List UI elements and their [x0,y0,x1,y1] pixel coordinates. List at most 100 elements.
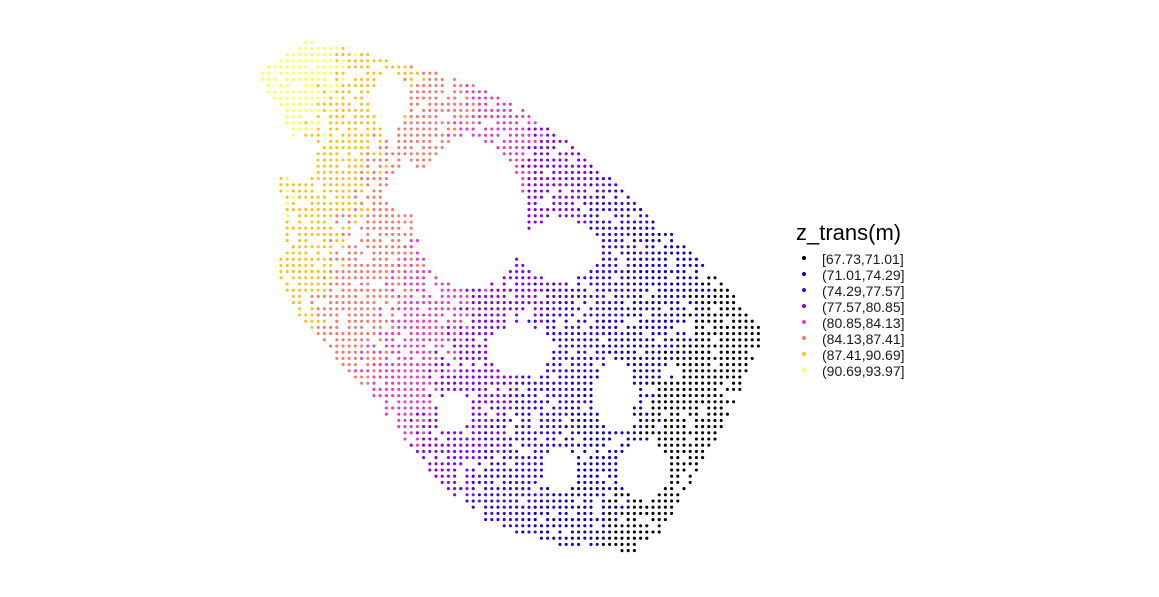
data-point [415,71,419,75]
data-point [583,511,587,515]
data-point [527,499,531,503]
data-point [707,431,711,435]
data-point [397,387,401,391]
data-point [508,394,512,398]
data-point [366,232,370,236]
data-point [341,301,345,305]
data-point [564,443,568,447]
data-point [409,369,413,373]
data-point [353,288,357,292]
data-point [335,350,339,354]
data-point [639,220,643,224]
data-point [403,220,407,224]
data-point [688,344,692,348]
data-point [304,214,308,218]
data-point [626,499,630,503]
data-point [738,350,742,354]
data-point [595,201,599,205]
data-point [577,406,581,410]
data-point [391,170,395,174]
data-point [465,381,469,385]
data-point [316,257,320,261]
data-point [477,313,481,317]
data-point [298,127,302,131]
data-point [459,431,463,435]
data-point [453,102,457,106]
data-point [601,307,605,311]
data-point [651,499,655,503]
data-point [694,356,698,360]
data-point [477,443,481,447]
data-point [477,356,481,360]
data-point [546,288,550,292]
data-point [645,418,649,422]
data-point [570,400,574,404]
data-point [558,164,562,168]
data-point [316,214,320,218]
data-point [397,164,401,168]
data-point [595,338,599,342]
data-point [552,170,556,174]
data-point [707,400,711,404]
data-point [713,431,717,435]
data-point [558,177,562,181]
data-point [744,344,748,348]
data-point [298,232,302,236]
data-point [688,456,692,460]
data-point [446,456,450,460]
data-point [384,226,388,230]
data-point [527,208,531,212]
data-point [490,431,494,435]
data-point [440,387,444,391]
data-point [484,338,488,342]
data-point [670,319,674,323]
data-point [484,449,488,453]
data-point [756,338,760,342]
data-point [515,431,519,435]
data-point [515,518,519,522]
data-point [657,276,661,280]
data-point [409,375,413,379]
data-point [446,462,450,466]
data-point [589,226,593,230]
data-point [353,133,357,137]
data-point [298,270,302,274]
data-point [719,418,723,422]
data-point [533,499,537,503]
data-point [670,325,674,329]
data-point [738,381,742,385]
data-point [428,90,432,94]
data-point [477,294,481,298]
data-point [639,406,643,410]
data-point [341,115,345,119]
data-point [601,332,605,336]
data-point [391,245,395,249]
data-point [335,201,339,205]
data-point [298,220,302,224]
data-point [335,189,339,193]
data-point [391,214,395,218]
data-point [546,381,550,385]
data-point [372,115,376,119]
data-point [645,381,649,385]
data-point [521,158,525,162]
data-point [391,65,395,69]
data-point [434,332,438,336]
data-point [732,338,736,342]
data-point [539,214,543,218]
data-point [651,245,655,249]
data-point [304,59,308,63]
data-point [595,332,599,336]
data-point [608,487,612,491]
data-point [329,127,333,131]
data-point [527,518,531,522]
data-point [372,208,376,212]
data-point [372,288,376,292]
data-point [663,511,667,515]
data-point [663,276,667,280]
data-point [446,381,450,385]
data-point [415,313,419,317]
data-point [620,301,624,305]
data-point [570,530,574,534]
data-point [322,226,326,230]
